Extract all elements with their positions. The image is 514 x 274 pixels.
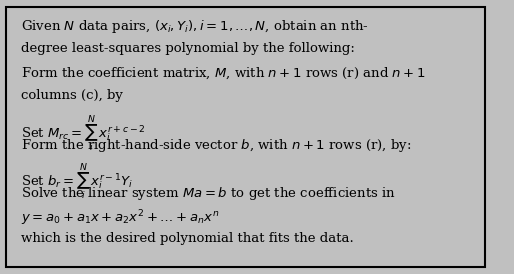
- Text: columns (c), by: columns (c), by: [21, 89, 123, 102]
- Text: Set $M_{rc} = \sum_i^N\, x_i^{r+c-2}$: Set $M_{rc} = \sum_i^N\, x_i^{r+c-2}$: [21, 113, 146, 154]
- Text: Form the right-hand-side vector $b$, with $n+1$ rows (r), by:: Form the right-hand-side vector $b$, wit…: [21, 137, 411, 154]
- Text: Given $N$ data pairs, $(x_i, Y_i), i = 1, \ldots, N$, obtain an nth-: Given $N$ data pairs, $(x_i, Y_i), i = 1…: [21, 18, 369, 35]
- Text: Form the coefficient matrix, $M$, with $n+1$ rows (r) and $n+1$: Form the coefficient matrix, $M$, with $…: [21, 65, 426, 81]
- Text: Solve the linear system $Ma = b$ to get the coefficients in: Solve the linear system $Ma = b$ to get …: [21, 185, 396, 202]
- Text: which is the desired polynomial that fits the data.: which is the desired polynomial that fit…: [21, 232, 354, 246]
- Text: Set $b_r = \sum_i^N\, x_i^{r-1} Y_i$: Set $b_r = \sum_i^N\, x_i^{r-1} Y_i$: [21, 161, 133, 201]
- Text: degree least-squares polynomial by the following:: degree least-squares polynomial by the f…: [21, 42, 355, 55]
- FancyBboxPatch shape: [6, 7, 485, 267]
- Text: $y = a_0 + a_1 x + a_2 x^2 + \ldots + a_n x^n$: $y = a_0 + a_1 x + a_2 x^2 + \ldots + a_…: [21, 209, 219, 228]
